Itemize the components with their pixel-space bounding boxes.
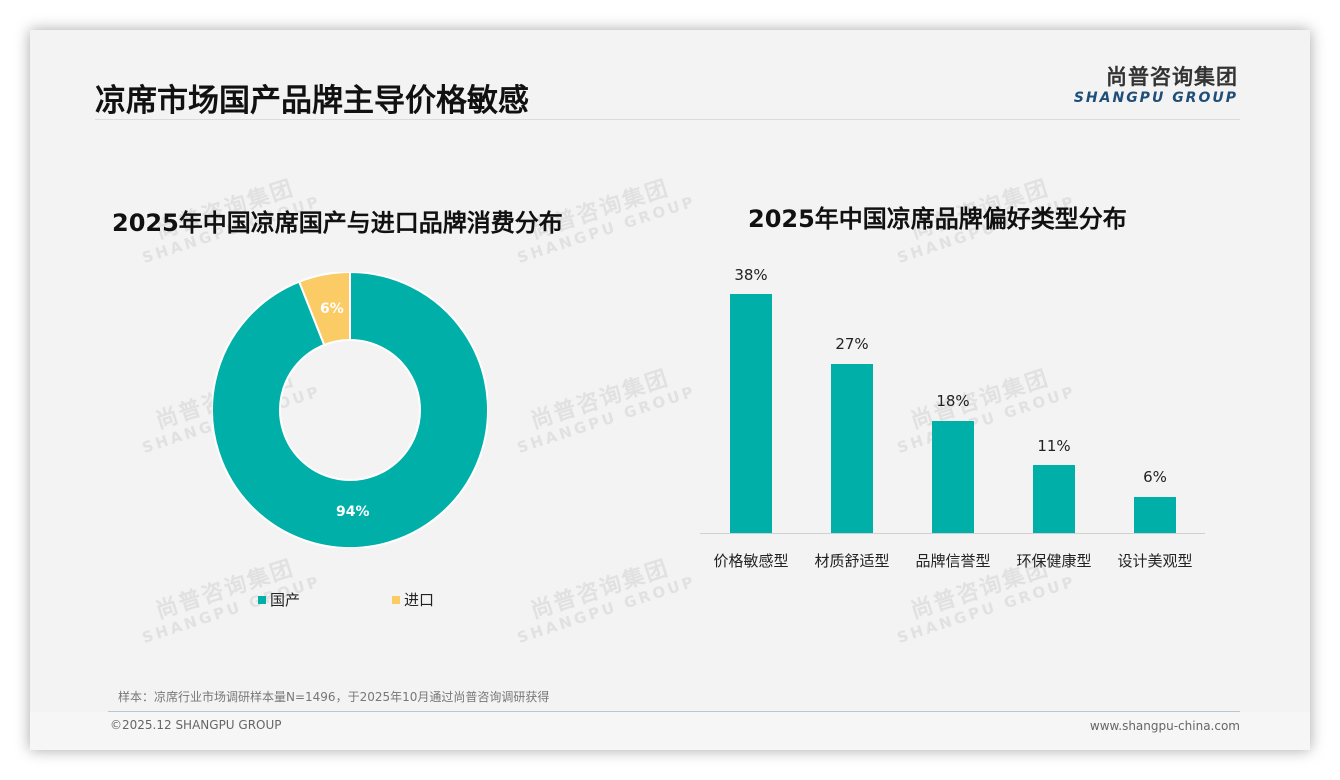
bar-category: 设计美观型 <box>1117 552 1193 570</box>
bar-category: 品牌信誉型 <box>915 552 991 570</box>
bar-value: 18% <box>936 392 970 410</box>
bar-value: 11% <box>1037 437 1071 455</box>
sample-note: 样本：凉席行业市场调研样本量N=1496，于2025年10月通过尚普咨询调研获得 <box>118 690 550 704</box>
bar-value: 27% <box>835 335 869 353</box>
bar-category: 环保健康型 <box>1016 552 1092 570</box>
company-logo: 尚普咨询集团 SHANGPU GROUP <box>1074 64 1238 106</box>
legend-swatch-import <box>392 595 400 604</box>
bar-price-sensitive <box>730 294 772 534</box>
footer-divider <box>108 711 1240 712</box>
donut-chart: 94% 6% <box>211 270 489 549</box>
footer-band <box>30 712 1310 750</box>
legend-label-import: 进口 <box>404 591 435 609</box>
bar-material-comfort <box>831 364 873 534</box>
bar-brand-reputation <box>932 421 974 534</box>
domestic-share-label: 94% <box>336 504 370 520</box>
logo-english: SHANGPU GROUP <box>1073 90 1238 106</box>
copyright: ©2025.12 SHANGPU GROUP <box>110 718 282 732</box>
donut-chart-title: 2025年中国凉席国产与进口品牌消费分布 <box>112 209 563 237</box>
legend-label-domestic: 国产 <box>270 591 301 609</box>
bar-category: 价格敏感型 <box>713 552 789 570</box>
bar-design-aesthetic <box>1134 497 1176 534</box>
bar-value: 6% <box>1143 468 1167 486</box>
page-title: 凉席市场国产品牌主导价格敏感 <box>95 83 529 119</box>
import-share-label: 6% <box>320 301 344 317</box>
bar-value: 38% <box>734 266 768 284</box>
x-axis-line <box>700 533 1205 534</box>
bar-chart-title: 2025年中国凉席品牌偏好类型分布 <box>748 205 1127 233</box>
slide: 凉席市场国产品牌主导价格敏感 尚普咨询集团 SHANGPU GROUP 尚普咨询… <box>30 30 1310 750</box>
donut-segment-import <box>297 270 351 347</box>
website-link[interactable]: www.shangpu-china.com <box>1089 719 1240 733</box>
legend-swatch-domestic <box>258 595 266 604</box>
legend-item-domestic: 国产 <box>258 589 300 610</box>
bar-eco-health <box>1033 465 1075 534</box>
logo-chinese: 尚普咨询集团 <box>1106 65 1238 89</box>
donut-segment-domestic <box>211 270 489 549</box>
title-divider <box>95 119 1240 120</box>
donut-svg <box>211 270 489 549</box>
legend-item-import: 进口 <box>392 589 434 610</box>
bar-category: 材质舒适型 <box>814 552 890 570</box>
